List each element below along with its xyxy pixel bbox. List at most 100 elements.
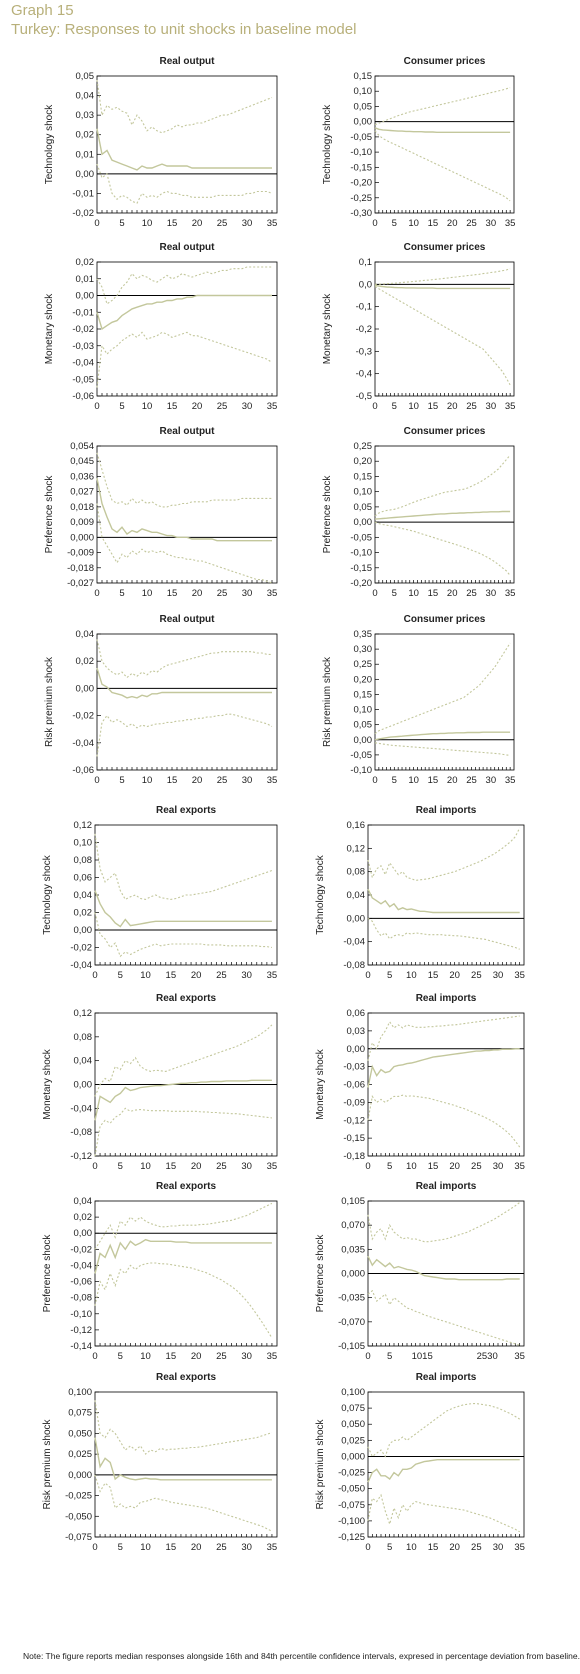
y-tick-label: -0,09 <box>343 1097 365 1108</box>
y-axis-label: Preference shock <box>42 1234 53 1313</box>
x-tick-label: 0 <box>372 401 377 412</box>
y-tick-label: 0,0 <box>359 279 372 290</box>
chart-title: Real exports <box>156 1372 216 1383</box>
x-tick-label: 15 <box>166 1161 177 1172</box>
y-tick-label: -0,04 <box>72 358 94 369</box>
x-tick-label: 5 <box>387 970 392 981</box>
x-tick-label: 30 <box>486 401 497 412</box>
x-tick-label: 15 <box>167 775 178 786</box>
y-tick-label: 0,08 <box>347 867 366 878</box>
y-tick-label: -0,075 <box>338 1500 365 1511</box>
y-tick-label: 0,027 <box>70 487 94 498</box>
y-tick-label: -0,04 <box>343 937 365 948</box>
plot-frame <box>96 633 278 771</box>
x-tick-label: 5 <box>387 1161 392 1172</box>
y-tick-label: 0,15 <box>354 471 373 482</box>
x-tick-label: 20 <box>191 1542 202 1553</box>
chart-title: Real output <box>160 242 216 253</box>
y-tick-label: 0,05 <box>354 720 373 731</box>
median-response-line <box>96 477 272 542</box>
y-tick-label: 0,05 <box>354 502 373 513</box>
median-response-line <box>94 1079 272 1121</box>
chart-4: Consumer prices 0,1 0,0 -0,1 -0,2 -0,3 -0,4 -0,… <box>322 242 515 412</box>
x-tick-label: 25 <box>471 1542 482 1553</box>
x-tick-label: 0 <box>372 218 377 229</box>
x-tick-label: 20 <box>191 1161 202 1172</box>
x-tick-label: 5 <box>118 1351 123 1362</box>
y-axis-label: Technology shock <box>44 104 55 184</box>
x-tick-label: 10 <box>140 1542 151 1553</box>
y-tick-label: -0,25 <box>350 193 372 204</box>
plot-frame <box>96 445 278 584</box>
x-tick-label: 10 <box>406 1542 417 1553</box>
chart-8: Consumer prices 0,35 0,30 0,25 0,20 0,15 0,10 0… <box>322 614 515 786</box>
x-tick-label: 25 <box>466 588 477 599</box>
y-tick-label: 0,105 <box>341 1196 365 1207</box>
x-tick-label: 0 <box>92 1161 97 1172</box>
upper-band-line <box>94 1400 273 1455</box>
x-tick-label: 30 <box>242 775 253 786</box>
x-tick-label: 10 <box>408 775 419 786</box>
lower-band-line <box>94 1474 273 1532</box>
x-tick-label: 0 <box>365 970 370 981</box>
chart-title: Real imports <box>416 1372 477 1383</box>
y-tick-label: 0,00 <box>354 735 373 746</box>
chart-10: Real imports 0,16 0,12 0,08 0,04 0,00 -0,04 -0,… <box>315 805 525 981</box>
y-tick-label: 0,000 <box>341 1269 365 1280</box>
y-tick-label: 0,025 <box>68 1449 92 1460</box>
y-tick-label: 0,00 <box>347 913 366 924</box>
x-tick-label: 15 <box>428 401 439 412</box>
x-tick-label: 35 <box>514 1351 525 1362</box>
median-response-line <box>374 284 511 290</box>
y-tick-label: -0,03 <box>343 1062 365 1073</box>
y-tick-label: 0,018 <box>70 502 94 513</box>
y-axis-label: Monetary shock <box>315 1048 326 1120</box>
y-tick-label: -0,125 <box>338 1532 365 1543</box>
x-tick-label: 15 <box>428 1542 439 1553</box>
y-tick-label: -0,025 <box>65 1491 92 1502</box>
y-tick-label: -0,02 <box>72 711 94 722</box>
median-response-line <box>367 1459 520 1483</box>
x-tick-label: 15 <box>167 401 178 412</box>
chart-title: Real exports <box>156 805 216 816</box>
y-axis-label: Monetary shock <box>44 293 55 365</box>
y-tick-label: 0,10 <box>354 705 373 716</box>
y-tick-label: 0,05 <box>76 71 95 82</box>
plot-frame <box>96 75 278 214</box>
y-tick-label: 0,009 <box>70 517 94 528</box>
lower-band-line <box>374 742 511 757</box>
lower-band-line <box>367 917 520 950</box>
y-tick-label: 0,02 <box>76 656 95 667</box>
x-tick-label: 20 <box>192 218 203 229</box>
y-tick-label: -0,18 <box>343 1151 365 1162</box>
upper-band-line <box>367 1403 520 1458</box>
lower-band-line <box>94 1262 273 1339</box>
upper-band-line <box>367 1015 520 1061</box>
figure-title: Turkey: Responses to unit shocks in base… <box>11 21 357 38</box>
y-tick-label: 0,08 <box>74 1032 93 1043</box>
y-tick-label: 0,00 <box>76 683 95 694</box>
y-tick-label: 0,050 <box>341 1419 365 1430</box>
chart-14: Real imports 0,105 0,070 0,035 0,000 -0,035 -0… <box>315 1181 525 1362</box>
x-tick-label: 10 <box>408 588 419 599</box>
chart-12: Real imports 0,06 0,03 0,00 -0,03 -0,06 -0,09 -… <box>315 993 525 1172</box>
y-tick-label: 0,075 <box>341 1403 365 1414</box>
x-tick-label: 35 <box>267 218 278 229</box>
upper-band-line <box>367 827 521 881</box>
y-tick-label: -0,08 <box>70 1293 92 1304</box>
y-tick-label: 0,12 <box>347 843 366 854</box>
x-tick-label: 35 <box>505 775 516 786</box>
median-response-line <box>94 1238 272 1274</box>
chart-title: Consumer prices <box>404 56 486 67</box>
y-tick-label: -0,4 <box>356 369 372 380</box>
x-tick-label: 25 <box>217 588 228 599</box>
x-tick-label: 35 <box>267 401 278 412</box>
y-tick-label: -0,15 <box>350 563 372 574</box>
chart-9: Real exports 0,12 0,10 0,08 0,06 0,04 0,02 0,00… <box>42 805 278 981</box>
y-axis-label: Monetary shock <box>42 1048 53 1120</box>
y-tick-label: -0,12 <box>70 1151 92 1162</box>
y-tick-label: -0,15 <box>350 162 372 173</box>
y-tick-label: 0,06 <box>347 1008 366 1019</box>
y-tick-label: 0,00 <box>76 291 95 302</box>
x-tick-label: 25 <box>216 1542 227 1553</box>
